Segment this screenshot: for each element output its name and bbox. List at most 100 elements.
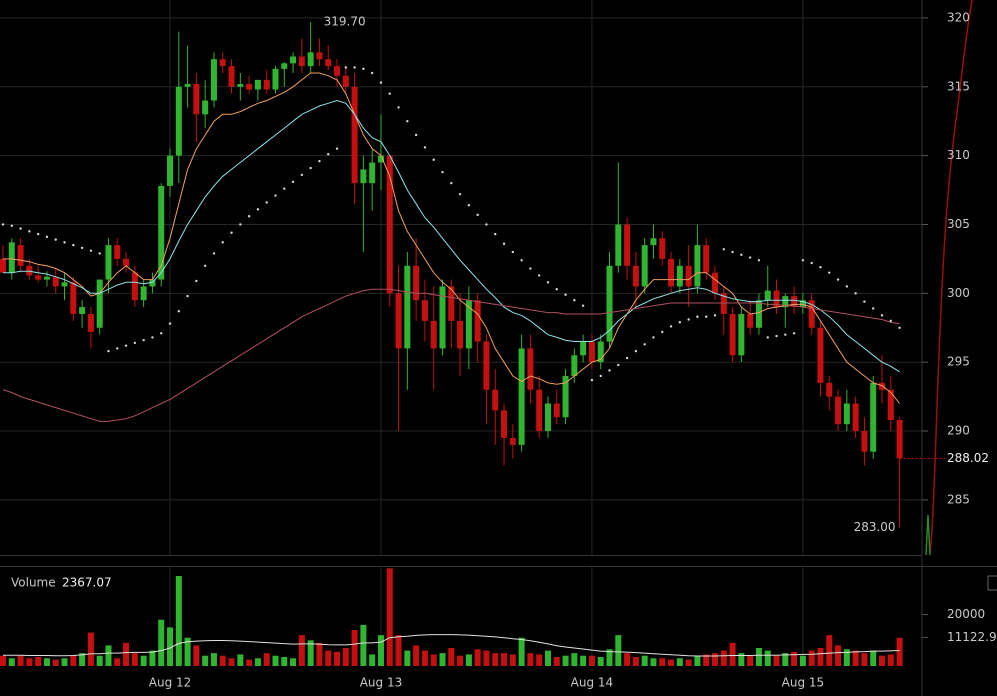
candle-body (237, 84, 244, 87)
sar-dot (880, 314, 884, 317)
volume-bar (290, 658, 297, 666)
candle-body (369, 162, 376, 184)
volume-bar (386, 568, 393, 666)
candle-body (457, 320, 464, 349)
volume-bar (597, 657, 604, 666)
volume-bar (835, 645, 842, 666)
volume-bar (624, 653, 631, 666)
volume-bar (826, 635, 833, 666)
candle-body (465, 300, 472, 349)
candle-body (123, 258, 130, 266)
y-tick-label: 295 (947, 355, 970, 369)
candle-body (316, 52, 323, 60)
candle-body (140, 286, 147, 301)
sar-dot (72, 243, 75, 247)
candle-body (711, 272, 718, 294)
sar-dot (10, 224, 13, 228)
volume-bar (580, 655, 587, 666)
sar-dot (590, 378, 594, 382)
candle-body (413, 265, 420, 301)
sar-dot (872, 307, 875, 310)
sar-dot (362, 67, 365, 71)
volume-bar (158, 619, 165, 666)
volume-bar (536, 654, 543, 666)
volume-bar (377, 635, 384, 666)
candle-body (492, 389, 499, 411)
volume-bar (114, 658, 121, 666)
candle-body (606, 265, 613, 342)
candle-body (149, 279, 156, 287)
volume-bar (694, 655, 701, 666)
volume-bar (79, 653, 86, 666)
candle-body (290, 56, 297, 64)
sar-dot (836, 278, 840, 281)
candle-body (668, 258, 675, 287)
sar-dot (19, 227, 22, 230)
volume-bar (782, 653, 789, 666)
candle-body (79, 307, 86, 314)
candle-body (158, 185, 165, 280)
volume-bar (852, 650, 859, 666)
candle-body (553, 403, 560, 418)
sar-dot (274, 194, 277, 197)
sar-dot (520, 259, 523, 262)
candle-body (879, 382, 885, 390)
candle-body (342, 75, 349, 87)
sar-dot (45, 235, 49, 239)
sar-dot (722, 248, 725, 251)
volume-bar (755, 648, 762, 666)
candle-body (817, 327, 824, 383)
candle-body (430, 320, 437, 349)
volume-bar (544, 650, 551, 666)
sar-dot (177, 310, 180, 313)
candle-body (325, 59, 332, 67)
x-tick-label: Aug 13 (360, 676, 403, 690)
sar-dot (406, 119, 409, 123)
volume-bar (632, 657, 639, 666)
candle-body (747, 313, 754, 328)
candle-body (87, 313, 94, 332)
sar-dot (283, 187, 286, 190)
volume-bar (167, 627, 174, 666)
volume-bar (26, 658, 33, 666)
candle-body (404, 265, 411, 349)
candle-body (184, 84, 191, 87)
candle-body (483, 341, 490, 390)
sar-dot (327, 153, 330, 156)
volume-bar (140, 655, 147, 666)
candle-body (615, 224, 622, 266)
sar-dot (239, 223, 242, 226)
volume-bar (509, 654, 516, 666)
sar-dot (265, 201, 268, 204)
x-tick-label: Aug 14 (571, 676, 614, 690)
sar-dot (98, 252, 101, 255)
candle-body (518, 348, 525, 445)
volume-bar (413, 645, 420, 666)
sar-dot (669, 325, 673, 328)
candle-body (509, 437, 516, 445)
y-tick-label: 320 (947, 10, 970, 24)
y-tick-label: 290 (947, 424, 970, 438)
volume-bar (421, 650, 428, 666)
panel-close-button[interactable] (987, 575, 997, 591)
sar-dot (80, 246, 84, 250)
candle-body (755, 300, 762, 328)
candle-body (527, 348, 534, 390)
sar-dot (529, 267, 532, 270)
volume-bar (720, 650, 727, 666)
sar-dot (828, 271, 831, 274)
volume-bar (483, 650, 490, 666)
y-tick-label: 285 (947, 492, 970, 506)
candle-body (114, 245, 121, 259)
volume-average-line (3, 634, 900, 657)
volume-bar (43, 658, 50, 666)
volume-bar (395, 635, 402, 666)
volume-bar (773, 655, 780, 666)
depth-curve (929, 0, 973, 554)
y-tick-label: 300 (947, 286, 970, 300)
candle-body (808, 300, 815, 328)
volume-bar (738, 653, 745, 666)
candle-body (351, 86, 358, 184)
candle-body (632, 265, 639, 287)
